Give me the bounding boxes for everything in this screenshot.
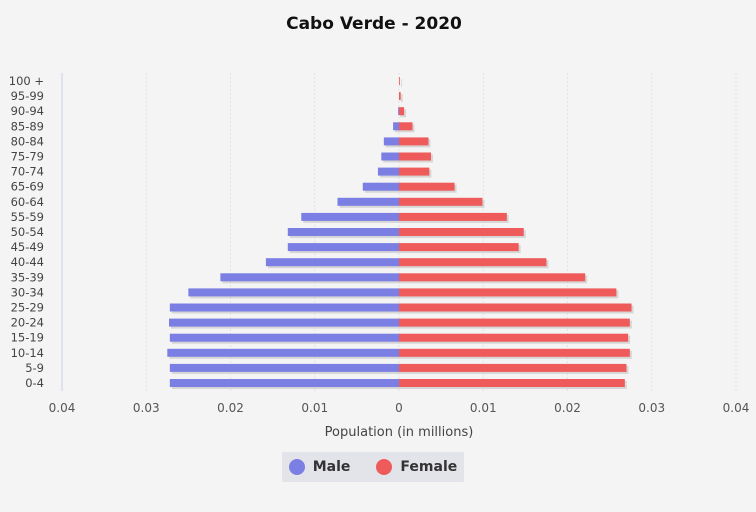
x-tick-label: 0.03 <box>638 401 665 415</box>
bar-female <box>399 363 627 372</box>
bar-female <box>399 243 519 252</box>
bar-male <box>169 333 399 342</box>
y-category-label: 5-9 <box>25 361 44 375</box>
y-category-label: 60-64 <box>11 195 44 209</box>
bar-male <box>169 379 399 387</box>
bar-female <box>399 228 524 236</box>
y-category-label: 95-99 <box>11 89 44 103</box>
bar-female <box>399 137 429 146</box>
x-tick-label: 0.02 <box>217 401 244 415</box>
bars <box>167 77 634 389</box>
bar-female <box>399 273 586 282</box>
y-category-label: 25-29 <box>11 301 44 315</box>
bar-female <box>399 288 617 297</box>
y-category-label: 35-39 <box>11 270 44 284</box>
bar-male <box>301 212 399 221</box>
y-category-label: 40-44 <box>11 255 44 269</box>
bar-male <box>381 152 399 161</box>
x-tick-label: 0.01 <box>470 401 497 415</box>
bar-male <box>287 228 399 236</box>
bar-female <box>399 379 625 387</box>
x-axis-title: Population (in millions) <box>325 425 474 440</box>
legend-item-female[interactable]: Female <box>376 459 457 475</box>
bar-female <box>399 167 430 176</box>
bar-female <box>399 348 630 357</box>
bar-male <box>287 243 399 252</box>
legend-marker-female <box>376 459 393 475</box>
chart-title: Cabo Verde - 2020 <box>286 14 462 34</box>
bar-male <box>398 107 399 116</box>
bar-male <box>167 348 399 357</box>
y-category-label: 100 + <box>9 74 44 88</box>
bar-male <box>377 167 399 176</box>
legend-item-male[interactable]: Male <box>288 459 351 475</box>
x-tick-label: 0.04 <box>723 401 750 415</box>
y-category-label: 30-34 <box>11 285 44 299</box>
bar-male <box>337 197 399 206</box>
bar-male <box>188 288 399 297</box>
y-category-label: 90-94 <box>11 104 44 118</box>
bar-female <box>399 107 405 116</box>
y-category-label: 75-79 <box>11 150 44 164</box>
y-category-label: 80-84 <box>11 134 44 148</box>
bar-male <box>383 137 399 146</box>
bar-male <box>393 122 399 131</box>
bar-female <box>399 197 483 206</box>
y-category-label: 45-49 <box>11 240 44 254</box>
bar-female <box>399 318 630 327</box>
chart-legend: Male Female <box>282 452 464 482</box>
y-category-label: 55-59 <box>11 210 44 224</box>
x-tick-label: 0.02 <box>554 401 581 415</box>
x-axis-tick-labels: 0.04 0.03 0.02 0.01 0 0.01 0.02 0.03 0.04 <box>49 401 750 415</box>
bar-female <box>399 303 632 312</box>
legend-label-female: Female <box>400 459 458 475</box>
bar-female <box>399 152 432 161</box>
x-tick-label: 0.04 <box>49 401 76 415</box>
y-category-label: 15-19 <box>11 331 44 345</box>
y-category-label: 10-14 <box>11 346 44 360</box>
bar-male <box>169 303 399 312</box>
bar-female <box>399 258 547 267</box>
legend-label-male: Male <box>312 459 351 475</box>
y-category-label: 85-89 <box>11 119 44 133</box>
bar-male <box>168 318 399 327</box>
y-category-label: 65-69 <box>11 180 44 194</box>
y-category-label: 50-54 <box>11 225 44 239</box>
legend-marker-male <box>288 459 305 475</box>
x-tick-label: 0.03 <box>133 401 160 415</box>
y-category-label: 70-74 <box>11 165 44 179</box>
x-tick-label: 0.01 <box>301 401 328 415</box>
bar-female <box>399 92 401 101</box>
bar-female <box>399 77 400 85</box>
bar-male <box>265 258 399 267</box>
bar-female <box>399 182 455 191</box>
y-category-label: 20-24 <box>11 316 44 330</box>
bar-male <box>169 363 399 372</box>
bar-female <box>399 212 507 221</box>
bar-male <box>362 182 399 191</box>
bar-female <box>399 333 629 342</box>
bar-shadow <box>401 94 403 103</box>
bar-male <box>220 273 399 282</box>
bar-shadow <box>401 79 402 87</box>
x-tick-label: 0 <box>395 401 403 415</box>
bar-female <box>399 122 413 131</box>
y-category-label: 0-4 <box>25 376 44 390</box>
